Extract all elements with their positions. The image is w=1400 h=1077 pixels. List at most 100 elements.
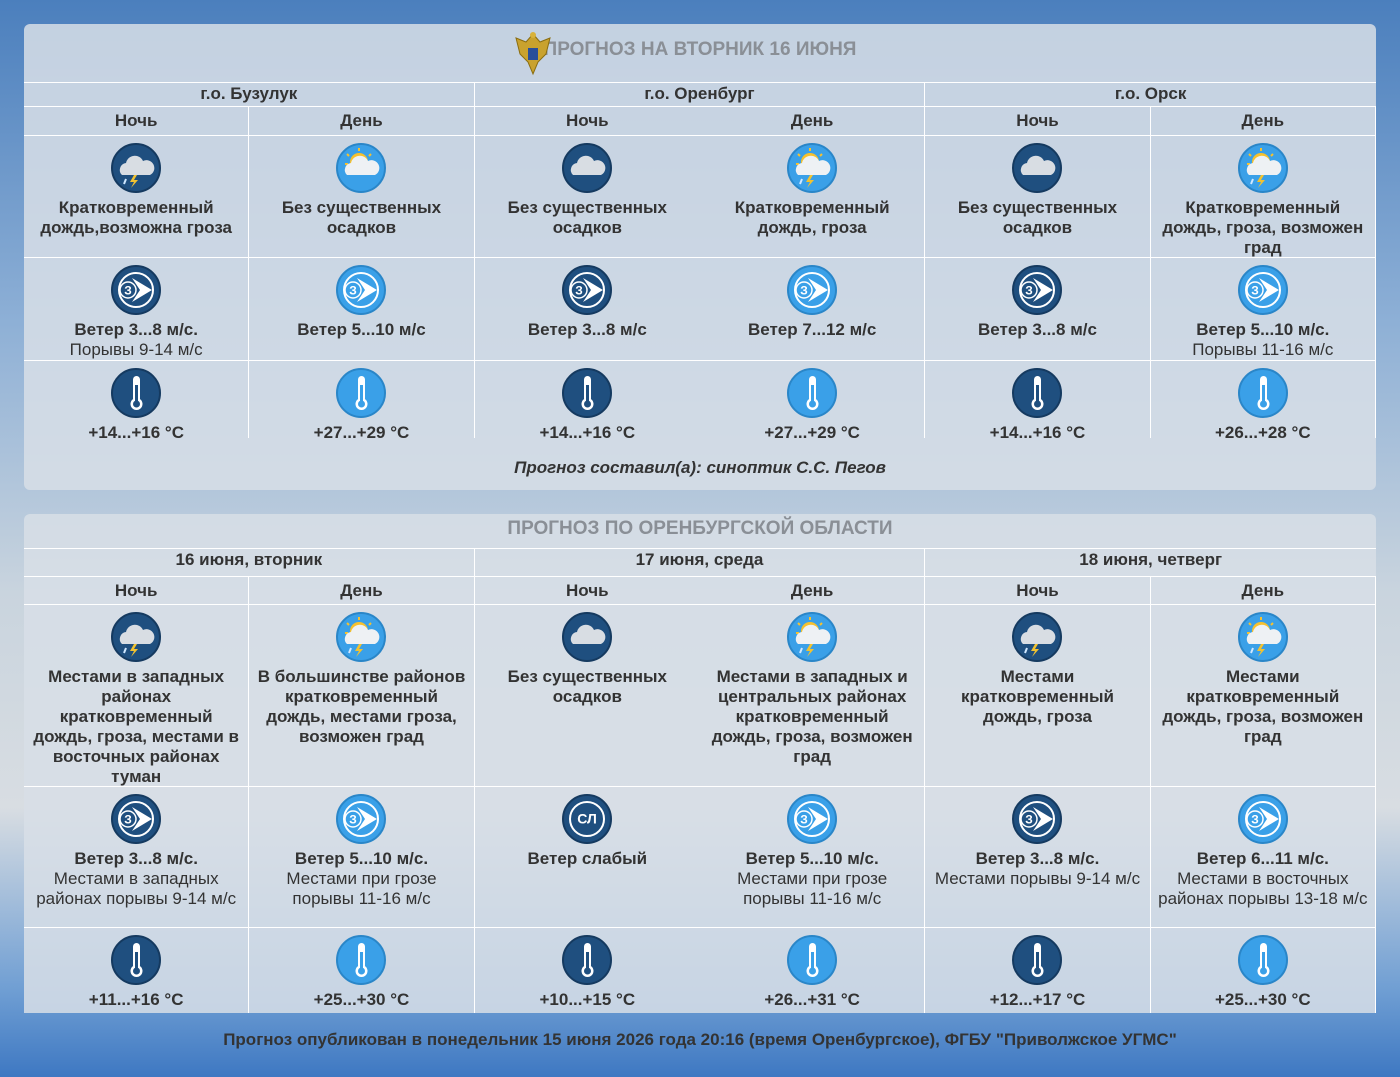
wind-icon: З — [1012, 794, 1063, 844]
group-header: 18 июня, четверг — [925, 548, 1376, 576]
temp-cell: +27...+29 °C — [249, 360, 475, 442]
temp-cell: +14...+16 °C — [474, 360, 700, 442]
temperature: +26...+31 °C — [764, 990, 860, 1009]
wind-direction: З — [1026, 813, 1034, 827]
weather-text: Кратковременный дождь, гроза, возможен г… — [1162, 198, 1364, 257]
temperature: +12...+17 °C — [989, 990, 1086, 1009]
group-header: г.о. Оренбург — [474, 82, 926, 106]
wind-gust: Местами при грозе порывы 11-16 м/с — [737, 869, 888, 908]
wind-direction: З — [800, 813, 808, 827]
temperature: +14...+16 °C — [88, 423, 184, 442]
temp-icon — [787, 935, 838, 985]
temp-icon — [336, 368, 387, 418]
temperature: +14...+16 °C — [539, 423, 636, 442]
weather-cell: Кратковременный дождь,возможна гроза — [24, 135, 250, 257]
wind-gust: Порывы 9-14 м/с — [69, 340, 203, 359]
wind-direction: З — [1251, 284, 1259, 298]
wind-direction: СЛ — [578, 811, 598, 827]
weather-icon — [1237, 612, 1288, 662]
wind-gust: Местами в западных районах порывы 9-14 м… — [36, 869, 237, 908]
weather-icon — [1237, 143, 1288, 193]
weather-cell: Кратковременный дождь, гроза — [699, 135, 926, 257]
weather-text: Без существенных осадков — [957, 198, 1118, 237]
temp-icon — [562, 368, 613, 418]
temp-cell: +14...+16 °C — [24, 360, 250, 442]
temp-cell: +27...+29 °C — [699, 360, 926, 442]
temp-icon — [1237, 368, 1288, 418]
weather-cell: Без существенных осадков — [474, 135, 700, 257]
weather-icon — [111, 143, 162, 193]
temp-cell: +26...+28 °C — [1150, 360, 1376, 442]
wind-cell: З Ветер 6...11 м/с. Местами в восточных ра… — [1150, 786, 1376, 927]
temp-icon — [1012, 935, 1063, 985]
temperature: +27...+29 °C — [764, 423, 860, 442]
wind-icon: З — [111, 265, 162, 315]
weather-text: Местами кратковременный дождь, гроза — [961, 667, 1114, 726]
period-label: День — [249, 576, 475, 604]
weather-text: Без существенных осадков — [507, 667, 667, 706]
weather-icon — [1012, 143, 1063, 193]
period-label: Ночь — [925, 576, 1151, 604]
temp-cell: +10...+15 °C — [474, 927, 700, 1013]
wind-direction: З — [350, 284, 358, 298]
wind-gust: Местами в восточных районах порывы 13-18… — [1158, 869, 1368, 908]
wind-direction: З — [1251, 813, 1259, 827]
wind-speed: Ветер 7...12 м/с — [747, 320, 877, 339]
wind-icon: СЛ — [562, 794, 613, 844]
wind-cell: СЛ Ветер слабый — [474, 786, 700, 927]
wind-gust: Местами при грозе порывы 11-16 м/с — [286, 869, 437, 908]
period-label: Ночь — [474, 106, 700, 135]
panel-title: ПРОГНОЗ ПО ОРЕНБУРГСКОЙ ОБЛАСТИ — [507, 518, 893, 539]
weather-text: Кратковременный дождь,возможна гроза — [40, 198, 233, 237]
temperature: +25...+30 °C — [313, 990, 410, 1009]
weather-cell: Местами в западных и центральных районах… — [699, 604, 926, 786]
period-label: День — [699, 576, 926, 604]
temp-cell: +14...+16 °C — [925, 360, 1151, 442]
group-header: г.о. Орск — [925, 82, 1376, 106]
wind-direction: З — [1026, 284, 1034, 298]
footer: Прогноз опубликован в понедельник 15 июн… — [223, 1030, 1177, 1049]
wind-speed: Ветер 5...10 м/с. — [745, 849, 879, 868]
weather-icon — [111, 612, 162, 662]
wind-speed: Ветер 3...8 м/с — [527, 320, 647, 339]
weather-icon — [336, 143, 387, 193]
wind-icon: З — [1237, 265, 1288, 315]
wind-speed: Ветер 3...8 м/с — [978, 320, 1097, 339]
period-label: Ночь — [24, 106, 250, 135]
wind-cell: З Ветер 5...10 м/с. Порывы 11-16 м/с — [1150, 257, 1376, 360]
temp-icon — [1012, 368, 1063, 418]
forecast-grid: г.о. Бузулук г.о. Оренбург г.о. Орск Ночь Де… — [24, 82, 1376, 442]
temp-cell: +26...+31 °C — [699, 927, 926, 1013]
wind-icon: З — [336, 265, 387, 315]
wind-speed: Ветер 3...8 м/с. — [975, 849, 1100, 868]
temp-icon — [111, 368, 162, 418]
emblem — [515, 32, 551, 76]
wind-icon: З — [336, 794, 387, 844]
weather-icon — [562, 612, 613, 662]
temp-cell: +12...+17 °C — [925, 927, 1151, 1013]
wind-icon: З — [1237, 794, 1288, 844]
weather-icon — [562, 143, 613, 193]
temperature: +27...+29 °C — [313, 423, 410, 442]
wind-gust: Местами порывы 9-14 м/с — [934, 869, 1141, 888]
weather-text: Без существенных осадков — [281, 198, 442, 237]
wind-cell: З Ветер 7...12 м/с — [699, 257, 926, 360]
period-label: Ночь — [24, 576, 250, 604]
city-forecast-panel: ПРОГНОЗ НА ВТОРНИК 16 ИЮНЯ г.о. Бузулук г… — [24, 24, 1376, 490]
wind-cell: З Ветер 3...8 м/с. Местами порывы 9-14 м/с — [925, 786, 1151, 927]
wind-direction: З — [124, 284, 132, 298]
wind-direction: З — [800, 284, 808, 298]
region-forecast-panel: ПРОГНОЗ ПО ОРЕНБУРГСКОЙ ОБЛАСТИ 16 июня,… — [24, 514, 1376, 1013]
temperature: +26...+28 °C — [1214, 423, 1311, 442]
wind-speed: Ветер 6...11 м/с. — [1196, 849, 1329, 868]
wind-cell: З Ветер 5...10 м/с. Местами при грозе поры… — [699, 786, 926, 927]
weather-cell: Местами кратковременный дождь, гроза, во… — [1150, 604, 1376, 786]
wind-icon: З — [787, 794, 838, 844]
period-label: День — [249, 106, 475, 135]
wind-speed: Ветер 5...10 м/с — [297, 320, 426, 339]
group-header: г.о. Бузулук — [24, 82, 475, 106]
weather-text: Без существенных осадков — [507, 198, 667, 237]
wind-speed: Ветер 5...10 м/с. — [1196, 320, 1330, 339]
wind-cell: З Ветер 3...8 м/с. Местами в западных райо… — [24, 786, 250, 927]
